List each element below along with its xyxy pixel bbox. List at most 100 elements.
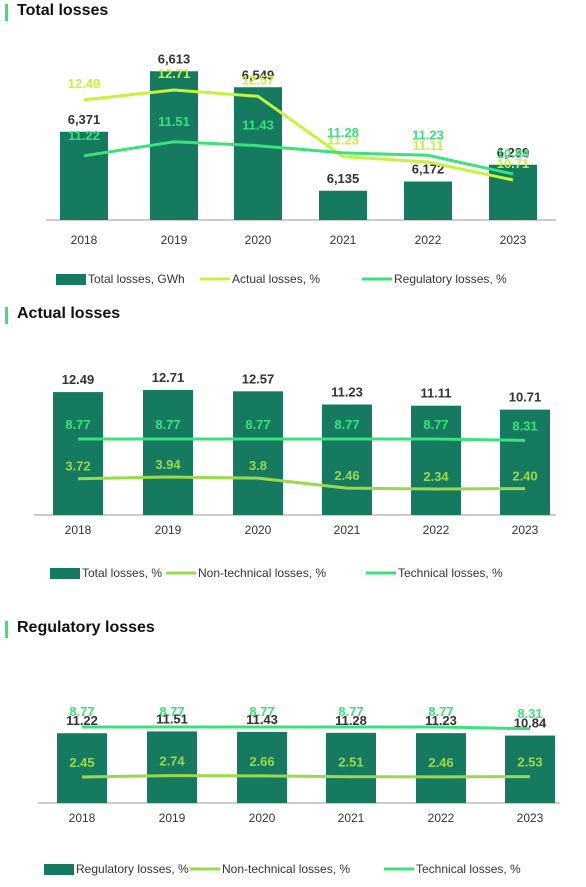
regulatory-losses-chart: 11.22 11.51 11.43 11.28 11.23 10.84 2.45 2.74 2.…	[38, 704, 560, 876]
bar	[53, 392, 103, 515]
x-tick-label: 2023	[517, 811, 544, 825]
bar	[416, 733, 466, 803]
bar-value-label: 11.28	[335, 713, 367, 728]
legend-swatch	[50, 568, 80, 579]
panel-actual-losses: Actual losses 12.49 12.71 12.57 11.23 11.11 1…	[0, 305, 586, 597]
x-tick-label: 2018	[69, 811, 96, 825]
panel-title: Actual losses	[17, 305, 121, 322]
bar	[143, 389, 193, 515]
line-value-label: 11.28	[327, 125, 359, 140]
line-value-label: 2.53	[517, 755, 542, 770]
x-tick-label: 2020	[245, 233, 272, 247]
series-line	[77, 475, 526, 491]
line-value-label: 10.84	[497, 146, 530, 161]
bar-value-label: 6,371	[68, 112, 101, 127]
line-value-label: 8.77	[428, 704, 453, 719]
bar-value-label: 10.84	[514, 716, 547, 731]
title-accent-bar	[5, 621, 8, 638]
legend-label: Total losses, %	[82, 566, 162, 580]
series-line	[83, 140, 514, 176]
x-tick-label: 2023	[512, 523, 539, 537]
panel-regulatory-losses: Regulatory losses 11.22 11.51 11.43 11.28 11…	[0, 619, 586, 887]
bar-value-label: 6,549	[242, 67, 275, 82]
legend-label: Non-technical losses, %	[222, 862, 350, 876]
bar	[147, 731, 197, 803]
x-tick-label: 2019	[161, 233, 188, 247]
line-value-label: 3.72	[65, 459, 90, 474]
line-value-label: 2.45	[69, 755, 94, 770]
x-tick-label: 2019	[159, 811, 186, 825]
legend-label: Technical losses, %	[416, 862, 521, 876]
bar-value-label: 12.49	[62, 372, 95, 387]
x-tick-label: 2023	[500, 233, 527, 247]
bar	[326, 732, 376, 803]
bar-value-label: 10.71	[509, 390, 542, 405]
series-line	[83, 88, 514, 182]
x-tick-label: 2018	[65, 523, 92, 537]
legend-label: Actual losses, %	[232, 272, 320, 286]
bar	[319, 190, 367, 220]
line-value-label: 11.11	[412, 138, 443, 153]
legend-label: Regulatory losses, %	[394, 272, 507, 286]
x-tick-label: 2018	[71, 233, 98, 247]
line-value-label: 8.31	[517, 706, 542, 721]
line-value-label: 12.49	[68, 76, 101, 91]
x-tick-label: 2019	[155, 523, 182, 537]
series-line	[78, 437, 526, 442]
bar	[404, 181, 452, 220]
line-value-label: 8.77	[249, 704, 274, 719]
bar-value-label: 12.57	[242, 371, 275, 386]
line-value-label: 2.46	[334, 468, 359, 483]
bar-value-label: 11.23	[425, 713, 457, 728]
bar-value-label: 6,613	[158, 51, 191, 66]
line-value-label: 2.66	[249, 754, 274, 769]
legend-swatch	[44, 864, 74, 875]
legend-swatch	[56, 274, 86, 285]
legend-label: Technical losses, %	[398, 566, 503, 580]
line-value-label: 10.71	[497, 156, 530, 171]
line-value-label: 2.34	[423, 469, 449, 484]
x-tick-label: 2020	[245, 523, 272, 537]
line-value-label: 3.8	[249, 458, 267, 473]
line-value-label: 8.77	[65, 417, 90, 432]
line-value-label: 3.94	[155, 457, 181, 472]
panel-title: Regulatory losses	[17, 619, 155, 636]
bar	[237, 731, 287, 803]
bar-value-label: 6,135	[327, 171, 360, 186]
x-tick-label: 2021	[334, 523, 361, 537]
legend-label: Total losses, GWh	[88, 272, 185, 286]
line-value-label: 11.23	[412, 127, 444, 142]
series-line	[81, 774, 531, 779]
bar	[60, 131, 108, 220]
actual-losses-chart: 12.49 12.71 12.57 11.23 11.11 10.71 3.72 3.94 3.…	[34, 370, 556, 580]
line-value-label: 8.77	[69, 704, 94, 719]
line-value-label: 2.51	[338, 755, 363, 770]
legend-label: Non-technical losses, %	[198, 566, 326, 580]
x-tick-label: 2022	[423, 523, 450, 537]
bar-value-label: 11.11	[420, 386, 451, 401]
line-value-label: 8.77	[159, 704, 184, 719]
bar	[500, 409, 550, 515]
bar-value-label: 11.23	[331, 384, 363, 399]
x-tick-label: 2021	[338, 811, 365, 825]
bar-value-label: 12.71	[152, 370, 185, 385]
bar-value-label: 11.43	[246, 712, 278, 727]
line-value-label: 2.74	[159, 754, 185, 769]
series-line	[82, 725, 531, 731]
title-accent-bar	[5, 307, 8, 324]
total-losses-chart: 6,3716,6136,5496,1356,1726,23912.4912.71…	[46, 51, 556, 286]
bar	[411, 405, 461, 515]
line-value-label: 12.71	[158, 66, 191, 81]
bar-value-label: 6,239	[497, 145, 530, 160]
line-value-label: 8.77	[245, 417, 270, 432]
bar-value-label: 11.22	[66, 713, 98, 728]
line-value-label: 2.40	[512, 469, 537, 484]
bar-value-label: 11.51	[156, 711, 188, 726]
line-value-label: 11.22	[68, 128, 100, 143]
x-tick-label: 2020	[249, 811, 276, 825]
bar	[57, 733, 107, 803]
line-value-label: 12.57	[242, 72, 275, 87]
panel-title: Total losses	[17, 2, 109, 19]
title-accent-bar	[5, 4, 8, 21]
bar	[322, 404, 372, 515]
